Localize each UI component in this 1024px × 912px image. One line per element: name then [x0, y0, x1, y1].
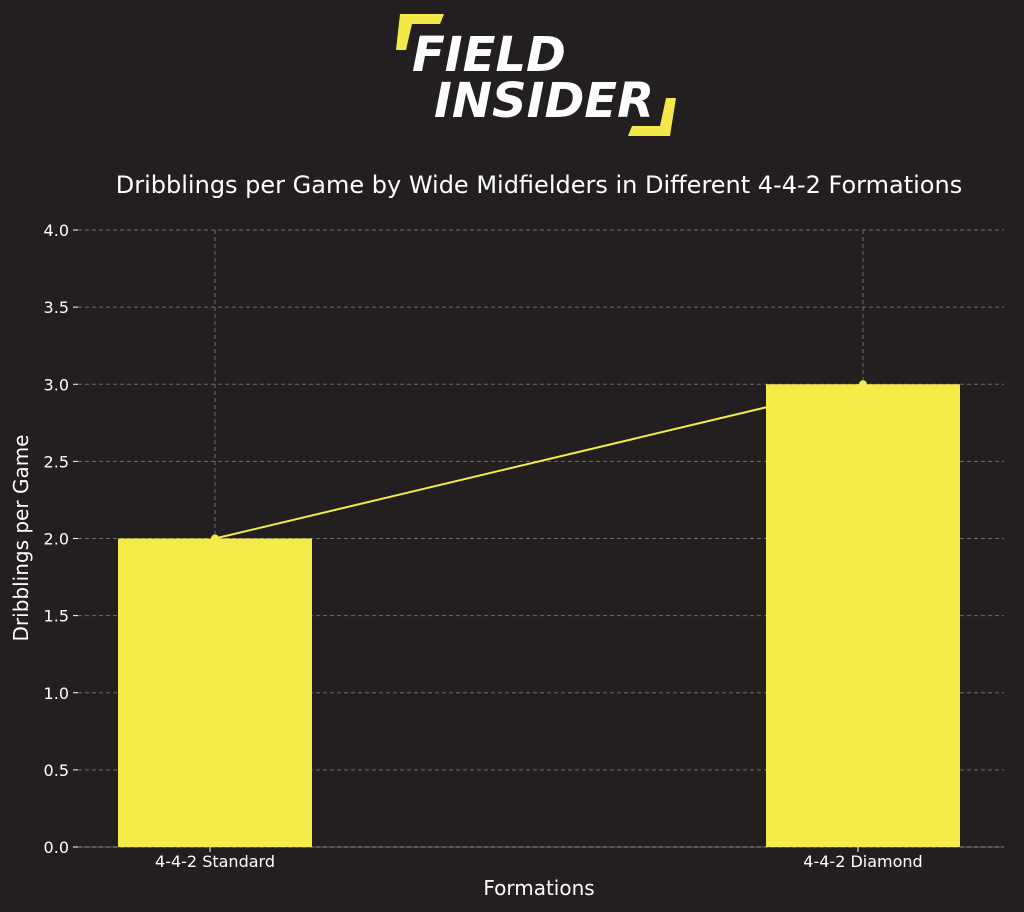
y-tick-label: 2.5: [44, 452, 69, 471]
line-layer: [211, 380, 867, 543]
chart-title: Dribblings per Game by Wide Midfielders …: [116, 171, 962, 199]
series-line: [214, 383, 864, 540]
y-tick-label: 0.5: [44, 761, 69, 780]
logo-line1: FIELD: [412, 27, 566, 83]
y-tick-label: 2.0: [44, 530, 69, 549]
logo-bracket-bottom-right: [628, 98, 676, 136]
x-tick-label: 4-4-2 Diamond: [803, 852, 922, 871]
tick-layer: 0.0 0.5 1.0 1.5 2.0 2.5 3.0 3.5 4.0 4-4-2 Standar…: [44, 221, 923, 871]
bar-chart: Dribblings per Game by Wide Midfielders …: [9, 171, 1004, 900]
y-tick-label: 0.0: [44, 838, 69, 857]
field-insider-logo: FIELD INSIDER: [396, 14, 676, 136]
logo-line2: INSIDER: [434, 73, 654, 129]
x-tick-label: 4-4-2 Standard: [155, 852, 275, 871]
y-tick-label: 3.5: [44, 298, 69, 317]
series-point: [211, 534, 219, 543]
y-tick-label: 4.0: [44, 221, 69, 240]
bar: [118, 538, 312, 847]
series-point: [859, 380, 867, 389]
bar: [766, 384, 960, 847]
y-axis-label: Dribblings per Game: [9, 435, 33, 642]
logo-bracket-top-left: [396, 14, 444, 50]
x-axis-label: Formations: [483, 876, 594, 900]
y-tick-label: 1.0: [44, 684, 69, 703]
y-tick-label: 3.0: [44, 375, 69, 394]
y-tick-label: 1.5: [44, 607, 69, 626]
bar-layer: [118, 384, 960, 847]
